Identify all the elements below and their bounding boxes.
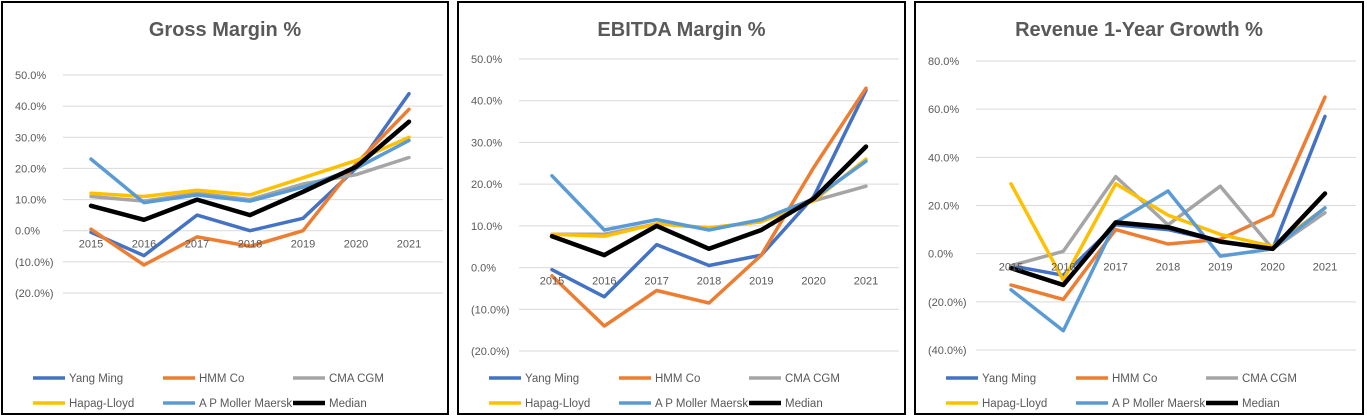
x-tick-label: 2017: [185, 239, 209, 251]
legend-label-a-p-moller-maersk: A P Moller Maersk: [1112, 398, 1205, 410]
chart-panel-ebitda-margin: EBITDA Margin % (20.0%) (10.0%) 0.0% 10.0% 20…: [457, 1, 906, 415]
y-tick-label: 10.0%: [15, 195, 46, 207]
y-tick-label: 80.0%: [928, 56, 959, 68]
series-line-median: [1008, 191, 1328, 288]
y-tick-label: (10.0%): [471, 304, 510, 316]
y-tick-label: (40.0%): [928, 345, 967, 357]
series-line-hmm-co: [89, 107, 411, 267]
legend-label-cma-cgm: CMA CGM: [329, 373, 384, 385]
legend-label-a-p-moller-maersk: A P Moller Maersk: [199, 398, 292, 410]
y-tick-label: 50.0%: [15, 70, 46, 82]
series-line-median: [549, 144, 869, 258]
legend-label-median: Median: [785, 398, 823, 410]
legend-label-hapag-lloyd: Hapag-Lloyd: [69, 398, 134, 410]
x-tick-label: 2018: [1156, 262, 1180, 274]
series-line-hapag-lloyd: [89, 135, 411, 199]
y-tick-label: 30.0%: [15, 132, 46, 144]
chart-title: EBITDA Margin %: [597, 19, 765, 41]
y-tick-label: 0.0%: [928, 249, 953, 261]
ebitda-margin-chart: EBITDA Margin % (20.0%) (10.0%) 0.0% 10.0% 20…: [471, 19, 899, 410]
y-tick-label: (10.0%): [15, 257, 54, 269]
x-tick-label: 2019: [291, 239, 315, 251]
legend-label-hmm-co: HMM Co: [655, 373, 700, 385]
legend-label-yang-ming: Yang Ming: [69, 373, 123, 385]
x-tick-label: 2019: [749, 276, 773, 288]
y-tick-label: 20.0%: [928, 201, 959, 213]
legend-label-median: Median: [329, 398, 367, 410]
x-tick-label: 2017: [644, 276, 668, 288]
x-tick-label: 2020: [344, 239, 368, 251]
x-tick-label: 2018: [238, 239, 262, 251]
x-tick-label: 2018: [697, 276, 721, 288]
legend-label-yang-ming: Yang Ming: [525, 373, 579, 385]
x-tick-label: 2020: [801, 276, 825, 288]
x-tick-label: 2020: [1260, 262, 1284, 274]
y-tick-label: 60.0%: [928, 104, 959, 116]
chart-title: Revenue 1-Year Growth %: [1015, 19, 1263, 41]
x-tick-label: 2021: [397, 239, 421, 251]
y-tick-label: (20.0%): [928, 297, 967, 309]
gross-margin-chart: Gross Margin % (20.0%) (10.0%) 0.0% 10.0% 20.…: [15, 19, 443, 410]
chart-panel-revenue-growth: Revenue 1-Year Growth % (40.0%) (20.0%) 0.0…: [914, 1, 1364, 415]
y-tick-label: 20.0%: [471, 179, 502, 191]
x-tick-label: 2016: [592, 276, 616, 288]
revenue-growth-chart: Revenue 1-Year Growth % (40.0%) (20.0%) 0.0…: [928, 19, 1356, 410]
legend-label-hapag-lloyd: Hapag-Lloyd: [525, 398, 590, 410]
x-tick-label: 2019: [1208, 262, 1232, 274]
series-line-hmm-co: [1009, 95, 1327, 302]
y-tick-label: 40.0%: [928, 152, 959, 164]
x-tick-label: 2015: [540, 276, 564, 288]
y-tick-label: 20.0%: [15, 163, 46, 175]
y-tick-label: 0.0%: [15, 226, 40, 238]
y-tick-label: (20.0%): [15, 288, 54, 300]
legend-label-yang-ming: Yang Ming: [982, 373, 1036, 385]
legend-label-hmm-co: HMM Co: [199, 373, 244, 385]
series-line-median: [88, 119, 412, 223]
y-tick-label: 40.0%: [471, 96, 502, 108]
x-tick-label: 2015: [79, 239, 103, 251]
y-tick-label: 30.0%: [471, 137, 502, 149]
x-tick-label: 2021: [1313, 262, 1337, 274]
legend-label-hapag-lloyd: Hapag-Lloyd: [982, 398, 1047, 410]
x-tick-label: 2021: [854, 276, 878, 288]
y-tick-label: 40.0%: [15, 101, 46, 113]
y-tick-label: 10.0%: [471, 221, 502, 233]
x-tick-label: 2016: [132, 239, 156, 251]
x-tick-label: 2015: [999, 262, 1023, 274]
legend-label-a-p-moller-maersk: A P Moller Maersk: [655, 398, 748, 410]
x-tick-label: 2017: [1103, 262, 1127, 274]
legend-label-cma-cgm: CMA CGM: [1242, 373, 1297, 385]
legend-label-cma-cgm: CMA CGM: [785, 373, 840, 385]
chart-title: Gross Margin %: [149, 19, 301, 41]
x-tick-label: 2016: [1051, 262, 1075, 274]
y-tick-label: 0.0%: [471, 263, 496, 275]
legend-label-hmm-co: HMM Co: [1112, 373, 1157, 385]
y-tick-label: 50.0%: [471, 54, 502, 66]
y-tick-label: (20.0%): [471, 346, 510, 358]
chart-panel-gross-margin: Gross Margin % (20.0%) (10.0%) 0.0% 10.0% 20.…: [1, 1, 449, 415]
legend-label-median: Median: [1242, 398, 1280, 410]
series-line-hmm-co: [550, 86, 868, 328]
